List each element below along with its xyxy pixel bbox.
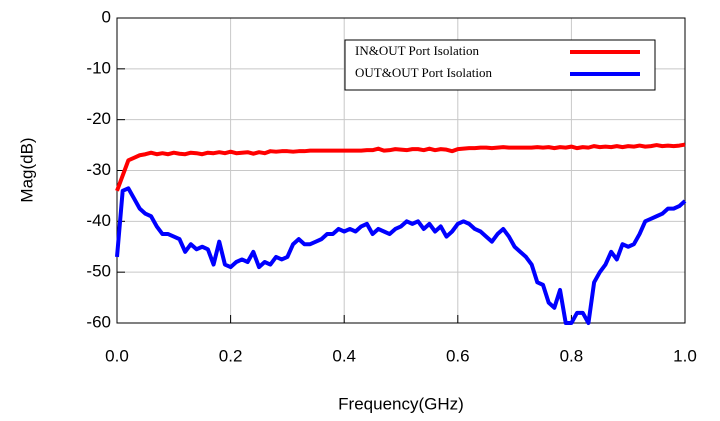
legend-label: OUT&OUT Port Isolation bbox=[355, 65, 492, 80]
y-tick-label: 0 bbox=[102, 7, 111, 26]
y-tick-label: -10 bbox=[86, 58, 111, 77]
x-axis-label: Frequency(GHz) bbox=[338, 394, 464, 413]
x-tick-label: 0.8 bbox=[560, 346, 584, 365]
y-tick-label: -20 bbox=[86, 109, 111, 128]
x-tick-label: 1.0 bbox=[673, 346, 697, 365]
series-line bbox=[115, 186, 687, 325]
y-axis-label: Mag(dB) bbox=[17, 137, 36, 202]
y-tick-label: -30 bbox=[86, 160, 111, 179]
series-line bbox=[115, 142, 686, 192]
x-tick-label: 0.6 bbox=[446, 346, 470, 365]
legend-box bbox=[344, 39, 656, 91]
y-tick-label: -40 bbox=[86, 211, 111, 230]
x-tick-label: 0.0 bbox=[105, 346, 129, 365]
x-tick-label: 0.2 bbox=[219, 346, 243, 365]
y-tick-label: -50 bbox=[86, 262, 111, 281]
y-tick-label: -60 bbox=[86, 312, 111, 331]
legend-label: IN&OUT Port Isolation bbox=[355, 43, 479, 58]
plot-frame bbox=[116, 17, 686, 324]
x-tick-label: 0.4 bbox=[332, 346, 356, 365]
